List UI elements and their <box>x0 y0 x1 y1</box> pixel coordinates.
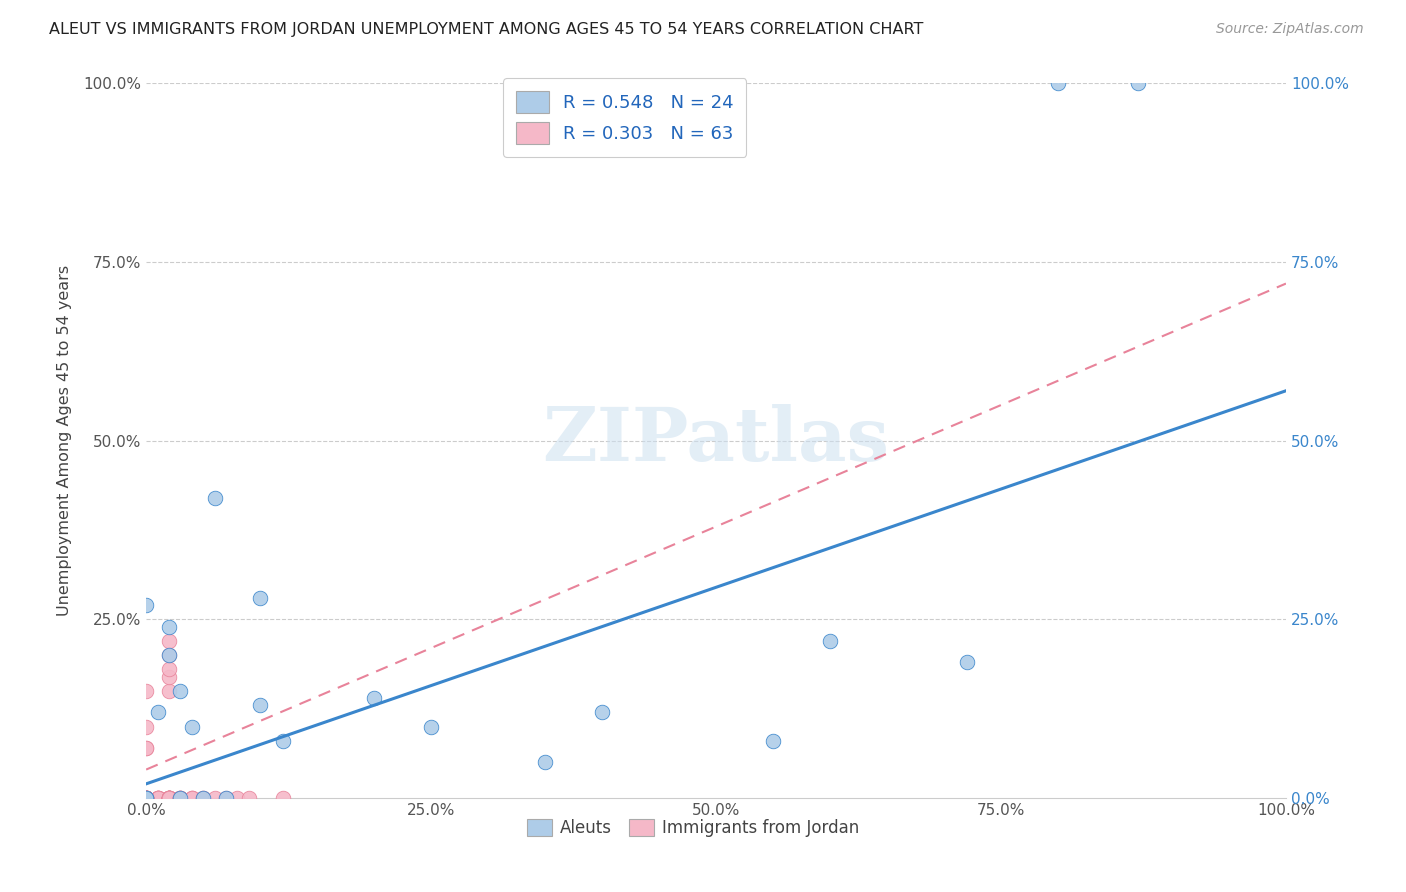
Point <box>169 791 191 805</box>
Point <box>169 791 191 805</box>
Point <box>135 791 157 805</box>
Point <box>135 791 157 805</box>
Point <box>169 791 191 805</box>
Point <box>534 756 557 770</box>
Point <box>146 791 169 805</box>
Point <box>146 791 169 805</box>
Point <box>157 791 180 805</box>
Point <box>215 791 238 805</box>
Point <box>157 791 180 805</box>
Point <box>157 791 180 805</box>
Point <box>146 706 169 720</box>
Point <box>135 791 157 805</box>
Point <box>135 791 157 805</box>
Point <box>135 791 157 805</box>
Point <box>157 663 180 677</box>
Point <box>135 791 157 805</box>
Point <box>191 791 214 805</box>
Point <box>420 720 443 734</box>
Point <box>191 791 214 805</box>
Point <box>169 791 191 805</box>
Point <box>180 791 202 805</box>
Y-axis label: Unemployment Among Ages 45 to 54 years: Unemployment Among Ages 45 to 54 years <box>58 265 72 616</box>
Point <box>157 791 180 805</box>
Point <box>146 791 169 805</box>
Point <box>191 791 214 805</box>
Point <box>135 741 157 756</box>
Point <box>169 791 191 805</box>
Point <box>135 791 157 805</box>
Point <box>591 706 613 720</box>
Point <box>157 791 180 805</box>
Point <box>146 791 169 805</box>
Point <box>1046 77 1069 91</box>
Text: ALEUT VS IMMIGRANTS FROM JORDAN UNEMPLOYMENT AMONG AGES 45 TO 54 YEARS CORRELATI: ALEUT VS IMMIGRANTS FROM JORDAN UNEMPLOY… <box>49 22 924 37</box>
Point <box>157 791 180 805</box>
Point <box>215 791 238 805</box>
Point <box>157 791 180 805</box>
Text: ZIPatlas: ZIPatlas <box>543 404 890 477</box>
Point <box>135 791 157 805</box>
Point <box>146 791 169 805</box>
Point <box>135 684 157 698</box>
Point <box>157 791 180 805</box>
Point <box>157 634 180 648</box>
Point <box>956 656 979 670</box>
Text: Source: ZipAtlas.com: Source: ZipAtlas.com <box>1216 22 1364 37</box>
Point <box>249 698 271 713</box>
Point <box>180 791 202 805</box>
Point <box>146 791 169 805</box>
Point <box>135 598 157 612</box>
Point <box>135 791 157 805</box>
Point <box>135 791 157 805</box>
Point <box>762 734 785 748</box>
Point <box>271 734 294 748</box>
Point <box>249 591 271 605</box>
Point <box>818 634 841 648</box>
Point <box>135 791 157 805</box>
Point <box>135 741 157 756</box>
Point <box>157 791 180 805</box>
Point <box>135 791 157 805</box>
Legend: Aleuts, Immigrants from Jordan: Aleuts, Immigrants from Jordan <box>520 812 866 844</box>
Point <box>363 691 385 706</box>
Point <box>135 791 157 805</box>
Point <box>135 791 157 805</box>
Point <box>238 791 260 805</box>
Point <box>135 791 157 805</box>
Point <box>135 791 157 805</box>
Point <box>271 791 294 805</box>
Point <box>135 720 157 734</box>
Point <box>157 684 180 698</box>
Point <box>135 791 157 805</box>
Point <box>157 791 180 805</box>
Point <box>180 720 202 734</box>
Point <box>135 791 157 805</box>
Point <box>135 791 157 805</box>
Point <box>157 619 180 633</box>
Point <box>204 491 226 505</box>
Point <box>157 791 180 805</box>
Point <box>135 791 157 805</box>
Point <box>135 791 157 805</box>
Point <box>204 791 226 805</box>
Point <box>157 648 180 663</box>
Point <box>157 670 180 684</box>
Point <box>180 791 202 805</box>
Point <box>135 791 157 805</box>
Point <box>135 791 157 805</box>
Point <box>226 791 249 805</box>
Point <box>1126 77 1149 91</box>
Point <box>157 648 180 663</box>
Point <box>169 684 191 698</box>
Point <box>169 791 191 805</box>
Point <box>157 791 180 805</box>
